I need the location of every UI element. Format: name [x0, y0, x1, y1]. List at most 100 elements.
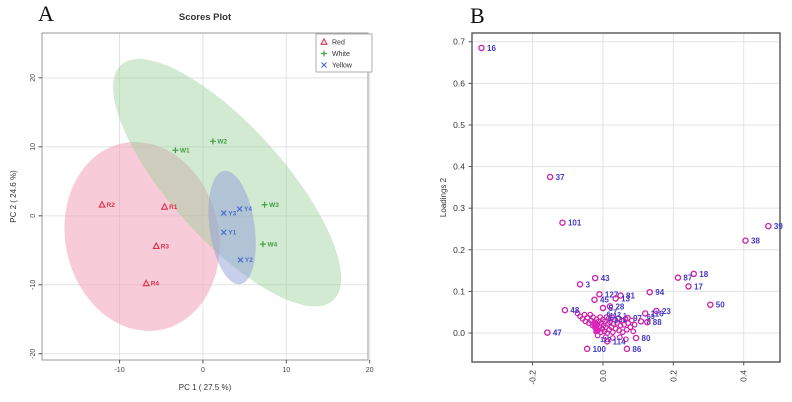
data-point-80: [632, 334, 640, 342]
data-point: [594, 329, 599, 334]
data-point-101: [559, 219, 566, 226]
point-label-37: 37: [556, 173, 565, 182]
y-tick-label: 0.2: [453, 245, 465, 255]
tick-marks: [38, 77, 371, 364]
series-yellow: Y3 Y4 Y1 Y2: [220, 205, 253, 264]
tick-marks: [468, 41, 745, 366]
data-point-23: [653, 307, 660, 315]
point-label-Y3: Y3: [228, 210, 236, 217]
point-label-Y1: Y1: [228, 230, 236, 237]
point-label-Y4: Y4: [244, 206, 252, 213]
point-label-18: 18: [699, 270, 708, 279]
data-point-Y1: [220, 229, 227, 236]
legend-label-yellow: Yellow: [332, 63, 353, 70]
data-point-81: [617, 292, 624, 299]
legend-marker-red: [320, 37, 328, 45]
point-label-45: 45: [600, 296, 609, 305]
point-label-43: 43: [601, 274, 610, 283]
data-point-127: [596, 291, 603, 298]
data-point-8: [637, 318, 645, 325]
point-label-8: 8: [646, 317, 651, 326]
data-point-13: [612, 295, 619, 302]
confidence-ellipse-yellow: [208, 170, 256, 285]
x-tick-label: 20: [366, 367, 374, 374]
y-tick-label: 10: [30, 143, 37, 151]
y-axis-label: PC 2 ( 24.6 %): [9, 170, 18, 223]
point-label-80: 80: [642, 334, 651, 343]
x-tick-label: -0.2: [528, 370, 538, 385]
data-point-100: [583, 345, 591, 353]
data-point-43: [591, 274, 599, 282]
data-point-97: [624, 314, 631, 322]
panel-b-label: B: [470, 3, 485, 28]
point-label-94: 94: [655, 288, 664, 297]
x-tick-label: 0: [201, 367, 205, 374]
data-point-88: [644, 318, 651, 326]
y-tick-label: 0.5: [453, 120, 465, 130]
point-label-7: 7: [613, 310, 617, 317]
point-label-Y2: Y2: [245, 257, 253, 264]
point-label-W3: W3: [269, 202, 279, 209]
data-point-16: [478, 44, 485, 52]
point-label-R2: R2: [107, 202, 116, 209]
y-tick-label: -10: [30, 280, 37, 290]
data-point-5: [599, 304, 607, 312]
data-point-47: [544, 329, 551, 336]
data-point-R2: [98, 200, 106, 208]
point-label-86: 86: [632, 345, 641, 354]
point-label-31: 31: [619, 317, 627, 324]
series-white: W1 W2 W3 W4: [172, 138, 279, 248]
data-point: [609, 329, 616, 336]
point-label-48: 48: [570, 306, 579, 315]
y-tick-label: 0.6: [453, 78, 465, 88]
data-point-17: [685, 283, 692, 290]
point-label-4: 4: [608, 316, 612, 323]
data-point-W3: [261, 201, 268, 208]
data-point-R3: [152, 241, 161, 250]
x-tick-label: 10: [282, 367, 290, 374]
y-tick-label: 0.0: [453, 328, 465, 338]
data-point-37: [546, 173, 554, 181]
y-tick-label: 0.7: [453, 37, 465, 47]
point-label-47: 47: [553, 329, 562, 338]
data-point-86: [623, 345, 631, 353]
series-red: R2 R1 R3 R4: [98, 200, 178, 288]
data-point: [616, 334, 623, 341]
plot-border: [41, 32, 369, 361]
y-tick-label: 0.1: [453, 286, 465, 296]
y-tick-label: 20: [30, 74, 37, 82]
point-label-97: 97: [633, 314, 642, 323]
point-label-3: 3: [586, 280, 591, 289]
point-label-16: 16: [487, 44, 496, 53]
data-point: [631, 321, 638, 328]
point-label-127: 127: [605, 290, 619, 299]
point-label-R1: R1: [169, 204, 178, 211]
data-point-87: [674, 274, 682, 281]
data-point: [627, 324, 634, 331]
data-point: [591, 319, 596, 324]
data-point-45: [591, 296, 598, 303]
legend: Red White Yellow: [315, 33, 373, 73]
point-label-39: 39: [774, 222, 783, 231]
point-label-2: 2: [617, 312, 621, 319]
y-tick-label: 0.4: [453, 162, 465, 172]
point-label-R4: R4: [151, 281, 160, 288]
data-point-3: [576, 281, 584, 288]
data-point: [619, 329, 626, 336]
point-label-11: 11: [610, 313, 618, 320]
data-point-18: [690, 270, 698, 278]
point-label-114: 114: [613, 337, 626, 346]
point-label-23: 23: [662, 307, 671, 316]
gridlines: [472, 33, 780, 362]
data-point: [630, 328, 637, 335]
data-point-38: [742, 237, 749, 244]
data-point-50: [707, 301, 714, 308]
plot-border: [471, 32, 781, 363]
data-point-W4: [259, 241, 266, 248]
data-point-94: [646, 288, 654, 296]
point-label-63: 63: [647, 314, 655, 321]
data-point-Y4: [236, 205, 243, 212]
x-tick-label: 0.2: [668, 370, 678, 382]
